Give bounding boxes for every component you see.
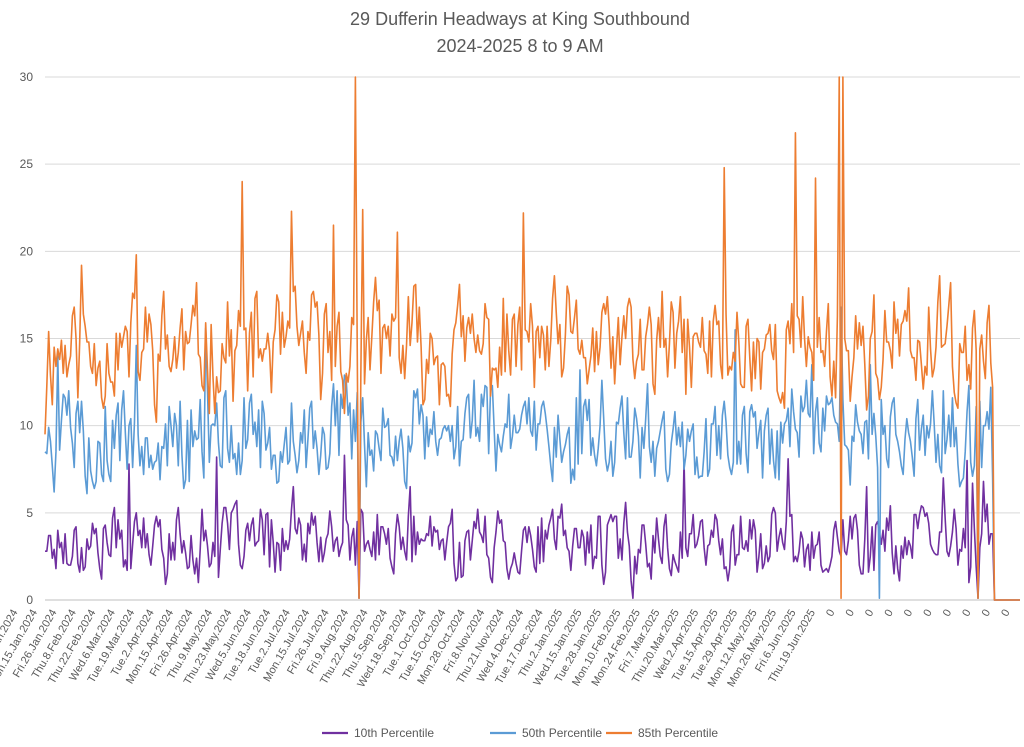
y-axis: 0 5 10 15 20 25 30: [20, 70, 34, 607]
x-tick-label: 0: [999, 608, 1012, 619]
x-tick-label: 0: [902, 608, 915, 619]
series-line-50th-percentile: [44, 306, 1020, 601]
y-tick-label: 15: [20, 332, 34, 346]
series-line-85th-percentile: [44, 76, 1020, 601]
x-tick-label: 0: [824, 608, 837, 619]
x-tick-label: 0: [844, 608, 857, 619]
chart-title: 29 Dufferin Headways at King Southbound: [350, 9, 690, 29]
series-lines: [44, 76, 1020, 601]
x-tick-label: 0: [960, 608, 973, 619]
y-tick-label: 5: [26, 506, 33, 520]
x-tick-label: 0: [882, 608, 895, 619]
legend-label-85th-percentile: 85th Percentile: [638, 726, 718, 740]
legend: 10th Percentile 50th Percentile 85th Perce…: [322, 726, 718, 740]
y-tick-label: 30: [20, 70, 34, 84]
y-tick-label: 20: [20, 244, 34, 258]
series-line-10th-percentile: [45, 454, 1020, 601]
x-tick-label: 0: [863, 608, 876, 619]
y-tick-label: 25: [20, 157, 34, 171]
x-tick-label: 0: [921, 608, 934, 619]
legend-label-50th-percentile: 50th Percentile: [522, 726, 602, 740]
x-tick-label: 0: [941, 608, 954, 619]
x-axis: Tue.2.Jan.2024Mon.15.Jan.2024Fri.26.Jan.…: [0, 608, 1013, 690]
y-tick-label: 0: [26, 593, 33, 607]
legend-label-10th-percentile: 10th Percentile: [354, 726, 434, 740]
y-tick-label: 10: [20, 419, 34, 433]
x-tick-label: 0: [980, 608, 993, 619]
chart-subtitle: 2024-2025 8 to 9 AM: [436, 36, 603, 56]
